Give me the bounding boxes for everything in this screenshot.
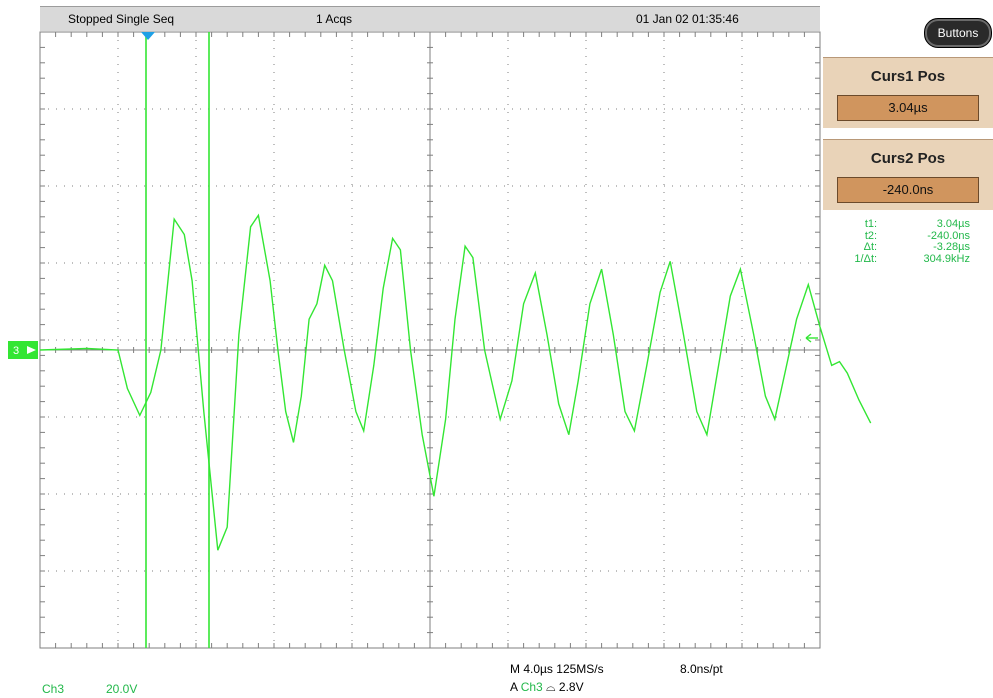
cursor-lines[interactable]: [145, 32, 210, 648]
date-time: 01 Jan 02 01:35:46: [636, 12, 739, 26]
trigger-level-arrow-icon[interactable]: [805, 333, 818, 343]
trigger-level: 2.8V: [558, 680, 584, 694]
trigger-settings: A Ch3 ⌓ 2.8V: [510, 680, 584, 695]
status-bar: Stopped Single Seq 1 Acqs 01 Jan 02 01:3…: [40, 6, 820, 31]
ch3-marker-label: 3: [13, 345, 19, 357]
sample-rate: 125MS/s: [556, 662, 604, 676]
trigger-level-arrow-head: [805, 333, 812, 339]
readout-label: t1: [864, 218, 874, 230]
readout-label: 1/Δt: [854, 252, 874, 265]
ch3-ground-marker[interactable]: 3: [8, 341, 38, 359]
channel-name: Ch3: [42, 682, 65, 696]
trigger-mode: A: [510, 680, 518, 694]
ch3-waveform: [39, 213, 872, 551]
trigger-source: Ch3: [520, 680, 543, 694]
trigger-slope-icon: ⌓: [546, 680, 556, 694]
ch3-marker-arrow-icon: [27, 346, 36, 354]
cursor1-position-panel: Curs1 Pos 3.04µs: [823, 57, 993, 128]
readout-row-t2: t2 : -240.0ns: [832, 229, 982, 243]
readout-value: 3.04µs: [936, 218, 970, 230]
cursor-readout: t1 : 3.04µs t2 : -240.0ns Δt : -3.28µs 1…: [832, 218, 982, 266]
graticule: [39, 31, 821, 649]
readout-row-frequency: 1/Δt : 304.9kHz: [832, 252, 982, 266]
cursor2-title: Curs2 Pos: [870, 150, 946, 167]
readout-value: -3.28µs: [933, 241, 970, 253]
buttons-button[interactable]: Buttons: [924, 18, 992, 48]
readout-label: t2: [864, 229, 874, 242]
readout-value: -240.0ns: [927, 229, 970, 242]
ch3-marker-box: [8, 341, 38, 359]
cursor2-position-panel: Curs2 Pos -240.0ns: [823, 139, 993, 210]
horizontal-settings: M 4.0µs 125MS/s: [510, 662, 604, 676]
acquisition-state: Stopped Single Seq: [68, 12, 175, 26]
readout-row-t1: t1 : 3.04µs: [832, 218, 982, 231]
cursor1-position-field[interactable]: 3.04µs: [837, 95, 979, 121]
timebase: M 4.0µs: [510, 662, 553, 676]
cursor1-title: Curs1 Pos: [870, 68, 946, 85]
trigger-level-arrow-head: [805, 337, 812, 343]
readout-row-delta-t: Δt : -3.28µs: [832, 241, 982, 254]
trigger-position-marker: [141, 32, 155, 40]
readout-label: Δt: [863, 241, 874, 253]
acquisition-count: 1 Acqs: [316, 12, 353, 26]
cursor2-position-field[interactable]: -240.0ns: [837, 177, 979, 203]
sample-interval: 8.0ns/pt: [680, 662, 723, 676]
channel-scale: 20.0V: [106, 682, 138, 696]
readout-value: 304.9kHz: [923, 252, 970, 265]
